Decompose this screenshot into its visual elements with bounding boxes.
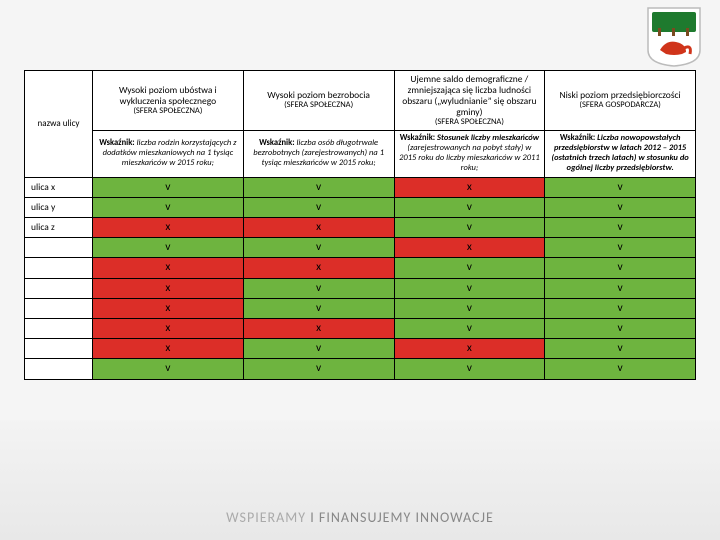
data-cell: v — [93, 238, 244, 258]
table-row: vvvv — [25, 359, 696, 379]
footer-slogan: WSPIERAMY I FINANSUJEMY INNOWACJE — [0, 509, 720, 526]
data-cell: x — [93, 319, 244, 339]
data-cell: v — [545, 319, 696, 339]
data-cell: v — [545, 359, 696, 379]
data-cell: v — [394, 319, 545, 339]
crest-logo — [646, 6, 702, 68]
data-cell: x — [93, 339, 244, 359]
header-row-2: Wskaźnik: liczba rodzin korzystających z… — [25, 131, 696, 177]
indicator-col4: Wskaźnik: Liczba nowopowstałych przedsię… — [545, 131, 696, 177]
row-label: ulica z — [25, 217, 93, 237]
table-row: ulica xvvxv — [25, 177, 696, 197]
indicator-col2: Wskaźnik: liczba osób długotrwale bezrob… — [243, 131, 394, 177]
indicator-col1: Wskaźnik: liczba rodzin korzystających z… — [93, 131, 244, 177]
row-label — [25, 278, 93, 298]
header-col2: Wysoki poziom bezrobocia (SFERA SPOŁECZN… — [243, 71, 394, 131]
data-cell: v — [243, 238, 394, 258]
data-cell: v — [93, 197, 244, 217]
data-cell: v — [394, 197, 545, 217]
data-cell: x — [394, 339, 545, 359]
data-cell: v — [545, 278, 696, 298]
row-label — [25, 359, 93, 379]
data-cell: v — [243, 359, 394, 379]
header-nazwa-ulicy: nazwa ulicy — [25, 71, 93, 178]
table-row: vvxv — [25, 238, 696, 258]
data-cell: v — [93, 359, 244, 379]
data-cell: v — [545, 238, 696, 258]
table-body: ulica xvvxvulica yvvvvulica zxxvvvvxvxxv… — [25, 177, 696, 379]
data-cell: x — [394, 177, 545, 197]
data-cell: x — [93, 278, 244, 298]
row-label — [25, 258, 93, 278]
row-label — [25, 298, 93, 318]
data-cell: v — [243, 177, 394, 197]
data-cell: x — [243, 217, 394, 237]
row-label — [25, 319, 93, 339]
row-label — [25, 238, 93, 258]
data-cell: x — [93, 298, 244, 318]
data-cell: v — [394, 359, 545, 379]
data-cell: v — [545, 298, 696, 318]
data-cell: v — [545, 197, 696, 217]
header-col4: Niski poziom przedsiębiorczości (SFERA G… — [545, 71, 696, 131]
table-row: xxvv — [25, 319, 696, 339]
header-row-1: nazwa ulicy Wysoki poziom ubóstwa i wykl… — [25, 71, 696, 131]
table-row: ulica yvvvv — [25, 197, 696, 217]
header-col3: Ujemne saldo demograficzne / zmniejszają… — [394, 71, 545, 131]
indicator-table: nazwa ulicy Wysoki poziom ubóstwa i wykl… — [24, 70, 696, 380]
row-label — [25, 339, 93, 359]
table-row: xvvv — [25, 278, 696, 298]
data-cell: v — [545, 258, 696, 278]
data-cell: v — [243, 298, 394, 318]
data-cell: v — [243, 339, 394, 359]
data-cell: x — [93, 258, 244, 278]
data-cell: v — [394, 278, 545, 298]
data-cell: x — [243, 319, 394, 339]
data-cell: v — [93, 177, 244, 197]
table-row: xvvv — [25, 298, 696, 318]
indicator-col3: Wskaźnik: Stosunek liczby mieszkańców (z… — [394, 131, 545, 177]
data-cell: v — [394, 258, 545, 278]
table-row: ulica zxxvv — [25, 217, 696, 237]
data-cell: x — [93, 217, 244, 237]
data-cell: x — [243, 258, 394, 278]
row-label: ulica y — [25, 197, 93, 217]
data-cell: v — [243, 197, 394, 217]
data-cell: v — [545, 339, 696, 359]
data-cell: v — [545, 177, 696, 197]
table-row: xxvv — [25, 258, 696, 278]
data-cell: x — [394, 238, 545, 258]
row-label: ulica x — [25, 177, 93, 197]
data-cell: v — [394, 298, 545, 318]
main-table-container: nazwa ulicy Wysoki poziom ubóstwa i wykl… — [24, 70, 696, 380]
data-cell: v — [394, 217, 545, 237]
header-col1: Wysoki poziom ubóstwa i wykluczenia społ… — [93, 71, 244, 131]
data-cell: v — [545, 217, 696, 237]
data-cell: v — [243, 278, 394, 298]
table-row: xvxv — [25, 339, 696, 359]
